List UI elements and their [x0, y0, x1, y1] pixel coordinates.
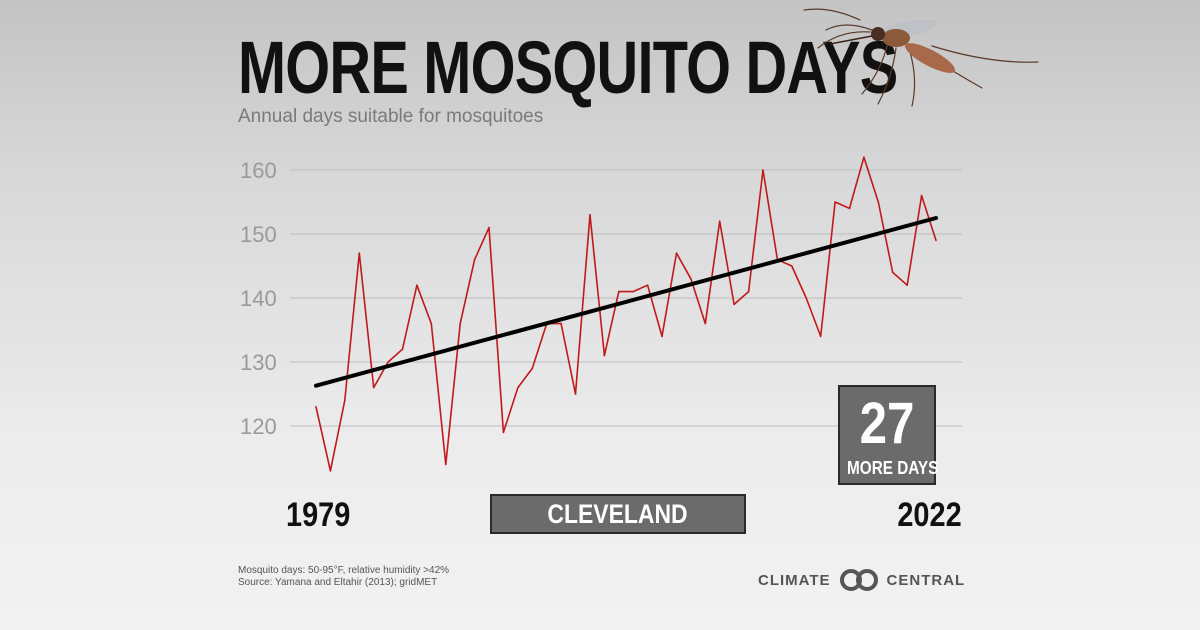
y-tick-label-150: 150: [240, 222, 277, 247]
data-point-1983: [372, 386, 375, 389]
data-point-1998: [589, 214, 591, 216]
data-point-1999: [603, 354, 606, 357]
y-tick-label-130: 130: [240, 350, 277, 375]
data-point-2018: [877, 201, 880, 203]
data-point-1980: [329, 470, 332, 472]
data-point-1988: [444, 463, 447, 466]
data-point-1979: [315, 406, 317, 408]
data-point-2009: [747, 290, 750, 293]
climate-central-logo: CLIMATE CENTRAL: [758, 568, 965, 592]
footnote-source: Source: Yamana and Eltahir (2013); gridM…: [238, 577, 438, 588]
end-year-label: 2022: [897, 496, 962, 534]
data-point-1992: [502, 431, 505, 434]
data-point-1981: [344, 399, 346, 402]
data-point-1996: [560, 322, 562, 325]
city-label: CLEVELAND: [547, 498, 689, 529]
data-point-1986: [416, 284, 418, 287]
data-point-2015: [834, 201, 836, 203]
data-point-2000: [617, 290, 620, 293]
data-point-2022: [935, 239, 937, 242]
data-point-2005: [690, 278, 692, 280]
data-point-2006: [704, 322, 707, 325]
stat-box: 27 MORE DAYS: [838, 385, 939, 485]
data-point-2004: [675, 252, 678, 254]
data-point-1982: [358, 252, 361, 254]
data-point-1991: [488, 226, 490, 229]
data-point-1993: [517, 386, 519, 389]
mosquito-icon: [803, 8, 1039, 107]
page-subtitle: Annual days suitable for mosquitoes: [238, 106, 544, 127]
climate-central-logo-icon: [839, 569, 878, 591]
logo-text-right: CENTRAL: [886, 571, 966, 589]
data-point-2020: [906, 284, 908, 287]
data-point-2014: [819, 335, 822, 338]
city-label-box: CLEVELAND: [490, 494, 746, 534]
footnote: Mosquito days: 50-95°F, relative humidit…: [238, 565, 449, 589]
data-point-2017: [863, 156, 865, 158]
data-point-1984: [387, 361, 389, 363]
data-point-2007: [718, 220, 721, 222]
data-point-2013: [805, 297, 808, 299]
trend-line: [314, 216, 938, 388]
stat-value: 27: [859, 391, 915, 456]
y-tick-label-120: 120: [240, 414, 277, 439]
y-tick-label-160: 160: [240, 158, 277, 183]
series-line-mosquito-days: [315, 156, 937, 472]
start-year-label: 1979: [286, 496, 351, 534]
data-point-2012: [791, 265, 793, 267]
footnote-definition: Mosquito days: 50-95°F, relative humidit…: [238, 565, 450, 576]
data-point-1994: [531, 367, 534, 370]
logo-text-left: CLIMATE: [758, 571, 831, 589]
data-point-2010: [762, 169, 764, 171]
data-point-1997: [574, 393, 577, 395]
data-point-2019: [891, 271, 894, 274]
data-point-1987: [430, 322, 433, 325]
data-point-2001: [632, 290, 635, 293]
y-axis-ticks: 120 130 140 150 160: [240, 158, 277, 439]
data-point-2002: [646, 284, 649, 287]
data-point-2008: [733, 303, 735, 306]
data-point-1990: [473, 258, 476, 261]
page-title: MORE MOSQUITO DAYS: [238, 26, 898, 109]
data-point-2021: [920, 194, 923, 197]
data-point-2003: [661, 335, 663, 338]
data-point-1985: [401, 348, 404, 351]
data-point-1989: [459, 322, 461, 325]
stat-label: MORE DAYS: [847, 458, 939, 478]
data-point-2016: [848, 207, 851, 210]
y-tick-label-140: 140: [240, 286, 277, 311]
